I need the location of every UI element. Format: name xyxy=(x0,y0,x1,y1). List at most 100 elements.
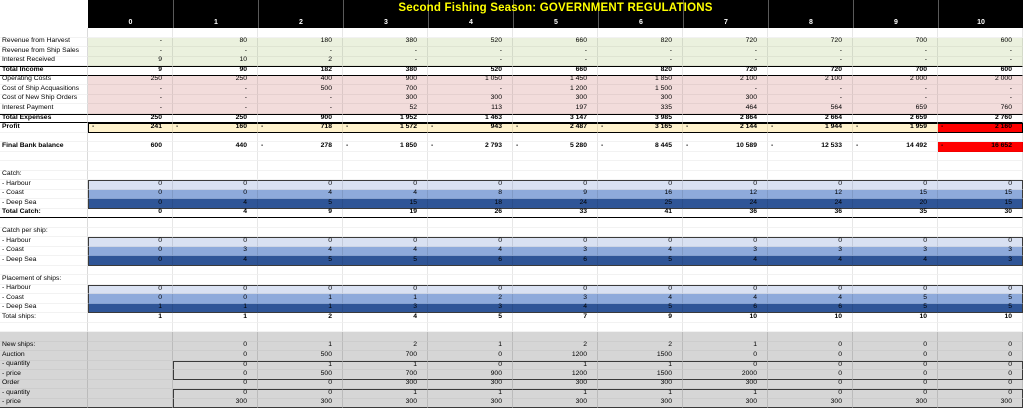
cell[interactable]: - xyxy=(598,56,683,66)
cell[interactable]: 2 xyxy=(258,313,343,323)
cell[interactable]: 15 xyxy=(343,199,428,209)
cell[interactable]: 300 xyxy=(173,398,258,408)
cell[interactable]: 0 xyxy=(88,208,173,218)
cell[interactable]: - xyxy=(938,94,1023,104)
cell[interactable] xyxy=(513,322,598,332)
cell[interactable] xyxy=(88,398,173,408)
cell[interactable]: - xyxy=(173,47,258,57)
cell[interactable]: 8 xyxy=(428,189,513,199)
cell[interactable]: - 943 xyxy=(428,123,513,133)
cell[interactable] xyxy=(88,227,173,237)
cell[interactable] xyxy=(173,322,258,332)
cell[interactable]: 250 xyxy=(88,75,173,85)
cell[interactable] xyxy=(88,351,173,361)
cell[interactable]: 300 xyxy=(513,398,598,408)
row-label[interactable]: Profit xyxy=(0,123,88,133)
cell[interactable]: 10 xyxy=(683,313,768,323)
cell[interactable] xyxy=(938,170,1023,180)
cell[interactable]: 400 xyxy=(258,75,343,85)
cell[interactable]: 300 xyxy=(598,398,683,408)
cell[interactable]: 0 xyxy=(513,180,598,190)
column-header[interactable]: 3 xyxy=(343,0,428,28)
cell[interactable]: 15 xyxy=(938,189,1023,199)
cell[interactable]: 18 xyxy=(428,199,513,209)
cell[interactable]: 700 xyxy=(853,37,938,47)
row-label[interactable]: - Harbour xyxy=(0,284,88,294)
cell[interactable]: - 718 xyxy=(258,123,343,133)
cell[interactable]: 0 xyxy=(258,284,343,294)
cell[interactable]: 4 xyxy=(598,294,683,304)
cell[interactable]: 0 xyxy=(173,370,258,380)
cell[interactable]: 300 xyxy=(513,94,598,104)
cell[interactable]: 1200 xyxy=(513,370,598,380)
cell[interactable]: - xyxy=(343,56,428,66)
cell[interactable]: 2000 xyxy=(683,370,768,380)
cell[interactable]: 0 xyxy=(768,237,853,247)
cell[interactable] xyxy=(513,275,598,285)
cell[interactable]: 2 xyxy=(598,341,683,351)
cell[interactable]: 0 xyxy=(938,360,1023,370)
cell[interactable] xyxy=(88,275,173,285)
cell[interactable]: 0 xyxy=(938,284,1023,294)
cell[interactable]: 0 xyxy=(258,389,343,399)
cell[interactable] xyxy=(88,161,173,171)
cell[interactable]: 4 xyxy=(343,246,428,256)
cell[interactable]: 182 xyxy=(258,66,343,76)
column-header[interactable]: 7 xyxy=(683,0,768,28)
cell[interactable]: 90 xyxy=(173,66,258,76)
cell[interactable]: 0 xyxy=(258,237,343,247)
cell[interactable]: - 1 850 xyxy=(343,142,428,152)
cell[interactable]: 700 xyxy=(343,351,428,361)
cell[interactable]: 500 xyxy=(258,370,343,380)
cell[interactable]: 0 xyxy=(513,284,598,294)
cell[interactable]: 0 xyxy=(853,360,938,370)
column-header[interactable]: 4 xyxy=(428,0,513,28)
cell[interactable]: 1 xyxy=(428,389,513,399)
cell[interactable] xyxy=(173,227,258,237)
cell[interactable] xyxy=(258,218,343,228)
cell[interactable]: 300 xyxy=(343,379,428,389)
cell[interactable] xyxy=(173,332,258,342)
cell[interactable]: 380 xyxy=(343,37,428,47)
cell[interactable]: 4 xyxy=(258,246,343,256)
cell[interactable]: 1 xyxy=(598,389,683,399)
cell[interactable]: 0 xyxy=(768,284,853,294)
cell[interactable] xyxy=(343,170,428,180)
row-label[interactable]: - price xyxy=(0,398,88,408)
cell[interactable]: 0 xyxy=(683,180,768,190)
cell[interactable]: 300 xyxy=(513,379,598,389)
cell[interactable] xyxy=(853,28,938,38)
cell[interactable] xyxy=(853,218,938,228)
cell[interactable]: 1 500 xyxy=(598,85,683,95)
cell[interactable]: 5 xyxy=(853,294,938,304)
cell[interactable]: 300 xyxy=(428,398,513,408)
cell[interactable]: 1 xyxy=(258,294,343,304)
cell[interactable] xyxy=(683,265,768,275)
cell[interactable] xyxy=(938,28,1023,38)
cell[interactable] xyxy=(343,332,428,342)
cell[interactable] xyxy=(938,161,1023,171)
cell[interactable]: 0 xyxy=(683,284,768,294)
cell[interactable]: 0 xyxy=(938,379,1023,389)
cell[interactable]: 520 xyxy=(428,37,513,47)
cell[interactable]: - 160 xyxy=(173,123,258,133)
row-label[interactable]: Revenue from Harvest xyxy=(0,37,88,47)
cell[interactable] xyxy=(683,227,768,237)
cell[interactable]: 4 xyxy=(173,208,258,218)
cell[interactable] xyxy=(173,218,258,228)
cell[interactable]: 250 xyxy=(88,113,173,123)
cell[interactable] xyxy=(173,170,258,180)
cell[interactable]: 300 xyxy=(428,379,513,389)
cell[interactable]: 1 xyxy=(258,360,343,370)
row-label[interactable]: Operating Costs xyxy=(0,75,88,85)
cell[interactable] xyxy=(938,332,1023,342)
cell[interactable] xyxy=(938,218,1023,228)
cell[interactable] xyxy=(343,28,428,38)
row-label[interactable]: - Harbour xyxy=(0,180,88,190)
cell[interactable]: 4 xyxy=(768,294,853,304)
cell[interactable]: 4 xyxy=(173,256,258,266)
cell[interactable] xyxy=(768,151,853,161)
cell[interactable]: 660 xyxy=(513,37,598,47)
cell[interactable]: - xyxy=(853,85,938,95)
cell[interactable]: 1 xyxy=(88,313,173,323)
